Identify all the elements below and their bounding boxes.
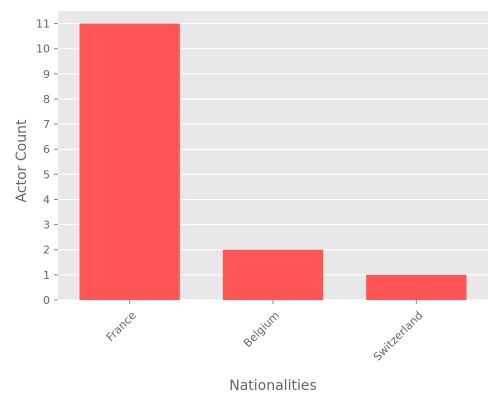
x-tick-label: Belgium — [241, 309, 282, 350]
bar-belgium — [222, 249, 324, 300]
bar-switzerland — [366, 274, 467, 300]
y-tick-label: 2 — [43, 244, 50, 257]
y-tick-label: 7 — [43, 118, 50, 131]
y-tick-label: 10 — [36, 43, 50, 56]
y-tick-label: 8 — [43, 93, 50, 106]
x-axis-ticks: France Belgium Switzerland — [104, 300, 426, 364]
bar-france — [79, 23, 180, 301]
y-tick-label: 9 — [43, 68, 50, 81]
y-tick-label: 3 — [43, 219, 50, 232]
y-tick-label: 5 — [43, 168, 50, 181]
y-tick-label: 1 — [43, 269, 50, 282]
y-tick-label: 6 — [43, 143, 50, 156]
y-axis-title: Actor Count — [14, 119, 30, 202]
y-axis-ticks: 0 1 2 3 4 5 6 7 8 9 10 11 — [36, 18, 58, 307]
bars — [79, 23, 467, 301]
x-tick-label: Switzerland — [371, 309, 426, 364]
y-tick-label: 0 — [43, 294, 50, 307]
x-tick-label: France — [104, 309, 139, 344]
x-axis-title: Nationalities — [229, 378, 317, 394]
y-tick-label: 11 — [36, 18, 50, 31]
y-tick-label: 4 — [43, 193, 50, 206]
